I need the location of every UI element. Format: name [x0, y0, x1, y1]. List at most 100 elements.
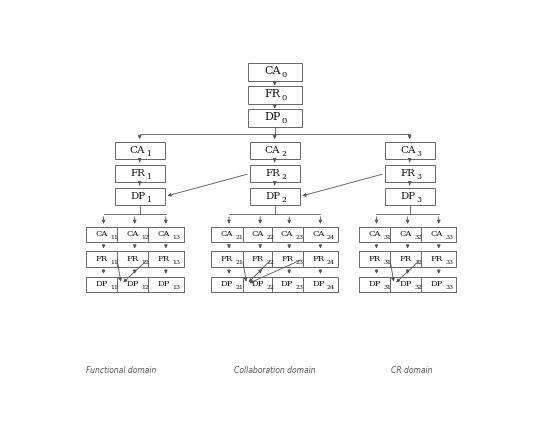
Text: FR: FR	[400, 168, 415, 177]
Text: FR: FR	[312, 254, 324, 262]
Text: FR: FR	[252, 254, 264, 262]
Text: 24: 24	[327, 259, 335, 264]
Text: 2: 2	[281, 196, 286, 203]
Text: 11: 11	[110, 259, 118, 264]
FancyBboxPatch shape	[421, 227, 457, 242]
Text: CA: CA	[265, 145, 280, 154]
Text: FR: FR	[399, 254, 412, 262]
Text: DP: DP	[430, 279, 443, 288]
Text: 24: 24	[327, 235, 335, 239]
FancyBboxPatch shape	[359, 277, 394, 292]
Text: 23: 23	[296, 235, 304, 239]
Text: 13: 13	[173, 235, 181, 239]
FancyBboxPatch shape	[250, 143, 300, 160]
Text: DP: DP	[130, 191, 145, 200]
FancyBboxPatch shape	[86, 252, 121, 267]
FancyBboxPatch shape	[117, 277, 152, 292]
Text: 22: 22	[267, 285, 275, 289]
Text: CA: CA	[264, 66, 281, 76]
FancyBboxPatch shape	[115, 166, 165, 183]
Text: 33: 33	[445, 235, 453, 239]
FancyBboxPatch shape	[242, 252, 278, 267]
Text: 12: 12	[142, 235, 150, 239]
FancyBboxPatch shape	[272, 252, 307, 267]
Text: CA: CA	[126, 230, 139, 237]
Text: 23: 23	[296, 285, 304, 289]
Text: DP: DP	[368, 279, 381, 288]
FancyBboxPatch shape	[248, 109, 302, 127]
Text: 12: 12	[142, 259, 150, 264]
Text: CA: CA	[281, 230, 293, 237]
Text: DP: DP	[265, 191, 280, 200]
Text: FR: FR	[221, 254, 233, 262]
Text: Functional domain: Functional domain	[86, 365, 156, 374]
Text: CA: CA	[368, 230, 381, 237]
Text: CA: CA	[158, 230, 170, 237]
FancyBboxPatch shape	[272, 277, 307, 292]
Text: 22: 22	[267, 235, 275, 239]
Text: 3: 3	[416, 173, 421, 181]
Text: 24: 24	[327, 285, 335, 289]
Text: CA: CA	[399, 230, 412, 237]
FancyBboxPatch shape	[390, 277, 425, 292]
Text: 3: 3	[416, 196, 421, 203]
Text: 33: 33	[445, 285, 453, 289]
Text: FR: FR	[95, 254, 108, 262]
Text: 1: 1	[146, 150, 151, 158]
FancyBboxPatch shape	[303, 277, 338, 292]
Text: 23: 23	[296, 259, 304, 264]
Text: DP: DP	[281, 279, 293, 288]
Text: 32: 32	[414, 285, 422, 289]
Text: 2: 2	[281, 150, 286, 158]
Text: FR: FR	[158, 254, 170, 262]
Text: 3: 3	[416, 150, 421, 158]
FancyBboxPatch shape	[303, 252, 338, 267]
FancyBboxPatch shape	[211, 252, 247, 267]
FancyBboxPatch shape	[385, 189, 435, 206]
FancyBboxPatch shape	[211, 277, 247, 292]
Text: 0: 0	[281, 117, 287, 125]
Text: 11: 11	[110, 285, 118, 289]
FancyBboxPatch shape	[115, 143, 165, 160]
Text: CA: CA	[95, 230, 108, 237]
Text: 13: 13	[173, 285, 181, 289]
Text: CA: CA	[312, 230, 324, 237]
Text: FR: FR	[265, 168, 280, 177]
Text: DP: DP	[126, 279, 139, 288]
FancyBboxPatch shape	[359, 227, 394, 242]
FancyBboxPatch shape	[385, 166, 435, 183]
Text: DP: DP	[399, 279, 412, 288]
Text: FR: FR	[126, 254, 139, 262]
FancyBboxPatch shape	[115, 189, 165, 206]
Text: 2: 2	[281, 173, 286, 181]
Text: 1: 1	[146, 173, 151, 181]
FancyBboxPatch shape	[303, 227, 338, 242]
FancyBboxPatch shape	[117, 252, 152, 267]
FancyBboxPatch shape	[421, 277, 457, 292]
Text: DP: DP	[252, 279, 264, 288]
Text: FR: FR	[130, 168, 145, 177]
Text: DP: DP	[400, 191, 415, 200]
FancyBboxPatch shape	[390, 227, 425, 242]
Text: 0: 0	[281, 71, 287, 79]
Text: 31: 31	[383, 259, 391, 264]
Text: 32: 32	[414, 259, 422, 264]
Text: DP: DP	[264, 112, 281, 122]
FancyBboxPatch shape	[242, 227, 278, 242]
Text: 0: 0	[281, 94, 287, 102]
Text: CA: CA	[221, 230, 233, 237]
Text: CA: CA	[130, 145, 145, 154]
FancyBboxPatch shape	[86, 277, 121, 292]
Text: DP: DP	[95, 279, 108, 288]
Text: CA: CA	[400, 145, 415, 154]
FancyBboxPatch shape	[390, 252, 425, 267]
Text: FR: FR	[281, 254, 293, 262]
FancyBboxPatch shape	[359, 252, 394, 267]
Text: 21: 21	[236, 285, 244, 289]
Text: CA: CA	[430, 230, 443, 237]
Text: 31: 31	[383, 235, 391, 239]
FancyBboxPatch shape	[242, 277, 278, 292]
Text: Collaboration domain: Collaboration domain	[234, 365, 316, 374]
Text: 21: 21	[236, 235, 244, 239]
FancyBboxPatch shape	[211, 227, 247, 242]
